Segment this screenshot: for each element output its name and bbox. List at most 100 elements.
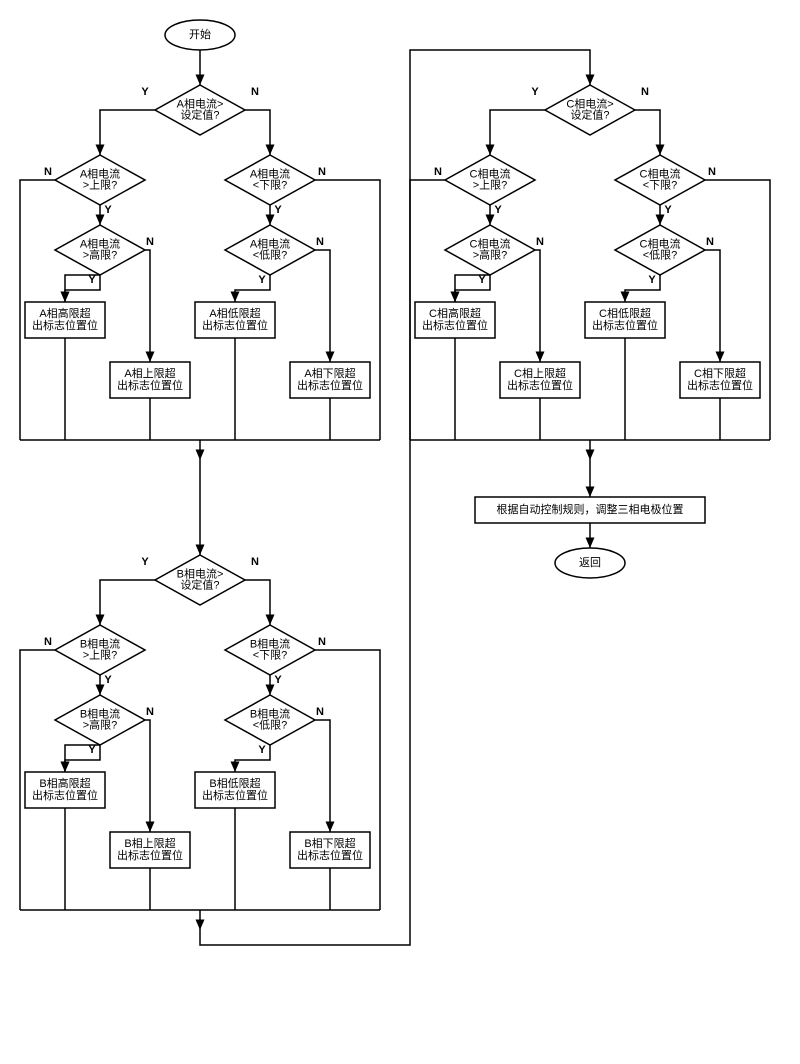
edge-label: N	[316, 236, 324, 248]
phase-c-b3-text-0: C相低限超	[599, 306, 651, 320]
edge-label: N	[318, 636, 326, 648]
phase-b-b1-text-1: 出标志位置位	[32, 788, 98, 802]
phase-c-d2-text-1: >上限?	[473, 178, 508, 191]
edge	[705, 250, 720, 362]
phase-b-b4-text-0: B相下限超	[304, 836, 355, 850]
edge-label: Y	[274, 204, 282, 216]
edge-label: N	[536, 236, 544, 248]
phase-a-d1-text-0: A相电流>	[177, 96, 224, 110]
phase-c-d5-text-0: C相电流	[640, 236, 681, 250]
edge-label: N	[708, 166, 716, 178]
phase-a-b3-text-1: 出标志位置位	[202, 318, 268, 332]
edge-label: Y	[531, 86, 539, 98]
phase-b-b2-text-0: B相上限超	[124, 836, 175, 850]
phase-b-d3-text-1: <下限?	[253, 648, 288, 661]
phase-b-d2-text-1: >上限?	[83, 648, 118, 661]
final-box-text: 根据自动控制规则，调整三相电极位置	[497, 502, 684, 516]
edge	[635, 110, 660, 155]
edge	[245, 110, 270, 155]
edge	[145, 250, 150, 362]
edge-label: N	[146, 706, 154, 718]
phase-c-d1-text-1: 设定值?	[570, 107, 609, 121]
edge-label: Y	[104, 674, 112, 686]
edge	[490, 110, 545, 155]
phase-b-b1-text-0: B相高限超	[39, 776, 90, 790]
edge-label: N	[434, 166, 442, 178]
edge	[315, 180, 380, 440]
phase-a-d5-text-1: <低限?	[253, 248, 288, 261]
phase-a-d5-text-0: A相电流	[250, 236, 290, 250]
phase-c-d4-text-0: C相电流	[470, 236, 511, 250]
phase-b-b3-text-1: 出标志位置位	[202, 788, 268, 802]
phase-a-d2-text-0: A相电流	[80, 166, 120, 180]
edge-label: Y	[274, 674, 282, 686]
phase-b-d2-text-0: B相电流	[80, 636, 120, 650]
phase-a-d4-text-1: >高限?	[83, 247, 118, 261]
phase-a-d1-text-1: 设定值?	[180, 107, 219, 121]
edge-label: Y	[104, 204, 112, 216]
edge-label: N	[318, 166, 326, 178]
phase-c-b2-text-0: C相上限超	[514, 366, 566, 380]
phase-a-b2-text-0: A相上限超	[124, 366, 175, 380]
phase-a-b2-text-1: 出标志位置位	[117, 378, 183, 392]
phase-c-b4-text-1: 出标志位置位	[687, 378, 753, 392]
phase-b-d1-text-0: B相电流>	[177, 566, 224, 580]
phase-b-d1-text-1: 设定值?	[180, 577, 219, 591]
edge-label: N	[146, 236, 154, 248]
phase-a-d3-text-0: A相电流	[250, 166, 290, 180]
edge-label: Y	[664, 204, 672, 216]
phase-a-b1-text-0: A相高限超	[39, 306, 90, 320]
flowchart-svg: 开始A相电流>设定值?YNA相电流>上限?A相电流<下限?NNYA相电流>高限?…	[10, 10, 790, 1050]
phase-c-b1-text-1: 出标志位置位	[422, 318, 488, 332]
edge	[315, 250, 330, 362]
phase-b-b4-text-1: 出标志位置位	[297, 848, 363, 862]
edge-label: N	[44, 166, 52, 178]
edge	[245, 580, 270, 625]
phase-c-b2-text-1: 出标志位置位	[507, 378, 573, 392]
edge-label: N	[251, 556, 259, 568]
phase-a-b4-text-0: A相下限超	[304, 366, 355, 380]
phase-b-d5-text-1: <低限?	[253, 718, 288, 731]
edge-label: N	[706, 236, 714, 248]
edge	[315, 650, 380, 910]
phase-a-b4-text-1: 出标志位置位	[297, 378, 363, 392]
edge-label: Y	[494, 204, 502, 216]
edge-label: N	[44, 636, 52, 648]
return-label: 返回	[579, 556, 601, 569]
start-label: 开始	[189, 27, 211, 41]
edge-label: N	[316, 706, 324, 718]
phase-b-d5-text-0: B相电流	[250, 706, 290, 720]
phase-b-b3-text-0: B相低限超	[209, 776, 260, 790]
phase-c-d4-text-1: >高限?	[473, 247, 508, 261]
phase-c-b1-text-0: C相高限超	[429, 306, 481, 320]
phase-c-d3-text-0: C相电流	[640, 166, 681, 180]
phase-a-b1-text-1: 出标志位置位	[32, 318, 98, 332]
edge-label: N	[251, 86, 259, 98]
phase-c-d3-text-1: <下限?	[643, 178, 678, 191]
edge	[145, 720, 150, 832]
phase-a-b3-text-0: A相低限超	[209, 306, 260, 320]
edge	[705, 180, 770, 440]
edge-label: Y	[258, 744, 266, 756]
phase-c-d2-text-0: C相电流	[470, 166, 511, 180]
edge	[100, 580, 155, 625]
phase-a-d2-text-1: >上限?	[83, 178, 118, 191]
phase-c-d5-text-1: <低限?	[643, 248, 678, 261]
edge-label: Y	[258, 274, 266, 286]
phase-c-b3-text-1: 出标志位置位	[592, 318, 658, 332]
phase-c-d1-text-0: C相电流>	[566, 96, 613, 110]
edge	[100, 110, 155, 155]
edge-label: Y	[141, 556, 149, 568]
edge	[535, 250, 540, 362]
edge	[315, 720, 330, 832]
phase-b-b2-text-1: 出标志位置位	[117, 848, 183, 862]
phase-b-d3-text-0: B相电流	[250, 636, 290, 650]
phase-b-d4-text-0: B相电流	[80, 706, 120, 720]
phase-b-d4-text-1: >高限?	[83, 717, 118, 731]
phase-a-d3-text-1: <下限?	[253, 178, 288, 191]
phase-a-d4-text-0: A相电流	[80, 236, 120, 250]
edge-label: N	[641, 86, 649, 98]
edge-label: Y	[141, 86, 149, 98]
phase-c-b4-text-0: C相下限超	[694, 366, 746, 380]
edge-label: Y	[648, 274, 656, 286]
